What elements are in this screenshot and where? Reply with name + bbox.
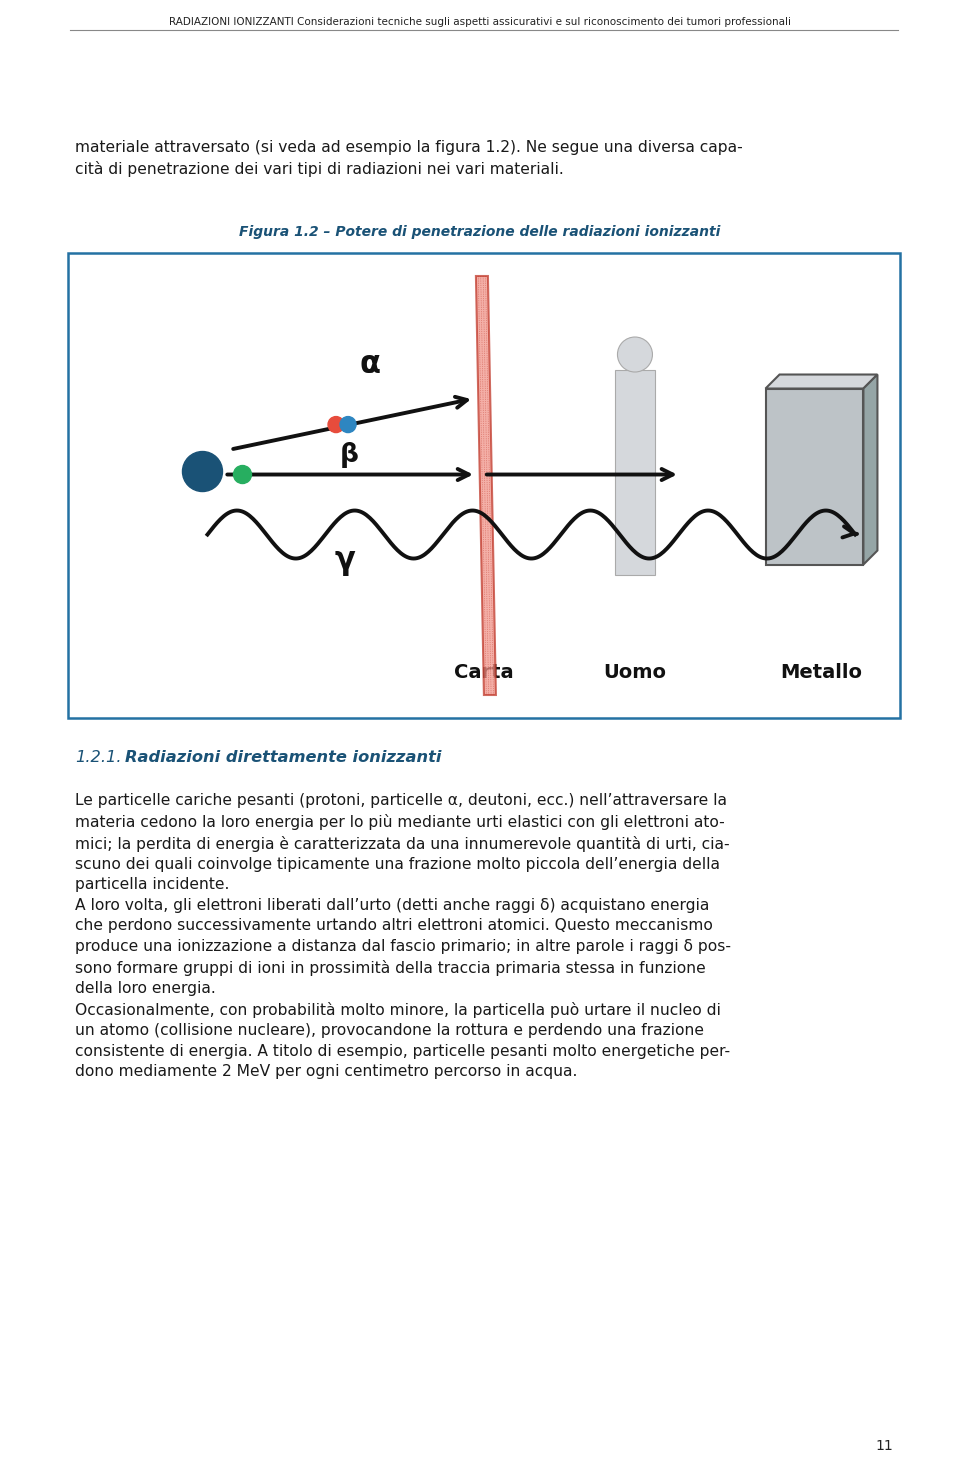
Text: β: β [340, 441, 359, 468]
Circle shape [340, 416, 356, 432]
Circle shape [328, 416, 344, 432]
Text: Carta: Carta [454, 662, 514, 681]
Text: materiale attraversato (si veda ad esempio la figura 1.2). Ne segue una diversa : materiale attraversato (si veda ad esemp… [75, 140, 743, 177]
Circle shape [233, 466, 252, 484]
Bar [615, 370, 655, 575]
Polygon shape [765, 375, 877, 388]
Text: RADIAZIONI IONIZZANTI Considerazioni tecniche sugli aspetti assicurativi e sul r: RADIAZIONI IONIZZANTI Considerazioni tec… [169, 18, 791, 27]
Text: 11: 11 [876, 1440, 893, 1453]
FancyBboxPatch shape [68, 254, 900, 718]
Polygon shape [863, 375, 877, 565]
Polygon shape [476, 276, 496, 695]
Text: Radiazioni direttamente ionizzanti: Radiazioni direttamente ionizzanti [125, 749, 442, 766]
Text: Uomo: Uomo [604, 662, 666, 681]
Text: 1.2.1.: 1.2.1. [75, 749, 122, 766]
Text: γ: γ [335, 547, 355, 577]
Circle shape [182, 451, 223, 491]
Text: Metallo: Metallo [780, 662, 862, 681]
Circle shape [617, 336, 653, 372]
Text: Figura 1.2 – Potere di penetrazione delle radiazioni ionizzanti: Figura 1.2 – Potere di penetrazione dell… [239, 226, 721, 239]
Text: α: α [359, 350, 380, 379]
Polygon shape [765, 388, 863, 565]
Text: Le particelle cariche pesanti (protoni, particelle α, deutoni, ecc.) nell’attrav: Le particelle cariche pesanti (protoni, … [75, 794, 731, 1080]
Text: RADIAZIONI IONIZZANTI: RADIAZIONI IONIZZANTI [409, 18, 551, 27]
